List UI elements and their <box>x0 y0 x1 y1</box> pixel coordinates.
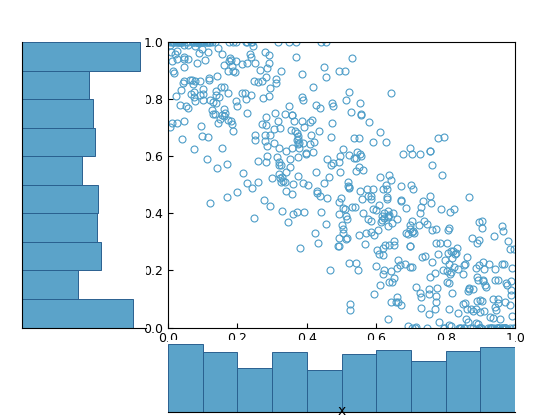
Bar <box>446 351 480 412</box>
Bar <box>272 352 307 412</box>
Bar <box>22 242 101 270</box>
Bar <box>22 299 133 328</box>
Bar <box>203 352 237 412</box>
Text: x: x <box>338 404 346 418</box>
Bar <box>237 368 272 412</box>
Bar <box>376 350 411 412</box>
Bar <box>22 128 95 156</box>
Bar <box>22 185 98 213</box>
Bar <box>22 213 97 242</box>
Bar <box>22 99 93 128</box>
Y-axis label: y: y <box>124 181 138 189</box>
Bar <box>22 270 78 299</box>
Bar <box>480 347 515 412</box>
X-axis label: x: x <box>338 351 346 365</box>
Bar <box>22 71 89 99</box>
Bar <box>307 370 342 412</box>
Bar <box>22 156 82 185</box>
Bar <box>342 354 376 412</box>
Bar <box>22 42 140 71</box>
Bar <box>168 344 203 412</box>
Bar <box>411 361 446 412</box>
